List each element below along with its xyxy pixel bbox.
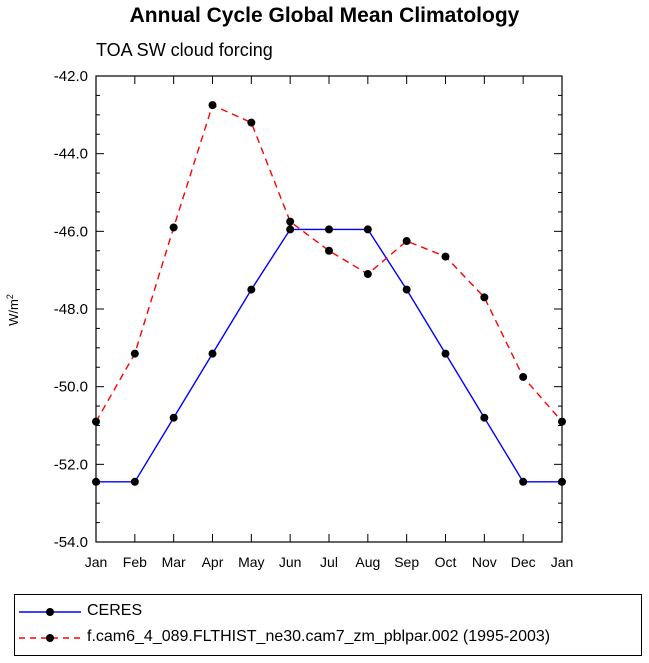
y-tick-label: -48.0 xyxy=(54,301,88,318)
x-tick-label: Dec xyxy=(511,554,536,570)
y-tick-label: -50.0 xyxy=(54,379,88,396)
data-point xyxy=(325,225,333,234)
y-axis-label-unit: W/m xyxy=(6,299,21,326)
data-point xyxy=(92,477,100,486)
y-tick-label: -46.0 xyxy=(54,223,88,240)
x-tick-label: Nov xyxy=(472,554,497,570)
series-line-1 xyxy=(95,104,563,423)
legend-marker-model xyxy=(46,634,54,642)
chart-subtitle: TOA SW cloud forcing xyxy=(96,40,273,60)
x-tick-label: Jan xyxy=(85,554,108,570)
data-point xyxy=(247,118,256,127)
data-point xyxy=(402,237,411,246)
y-tick-label: -54.0 xyxy=(54,534,88,551)
data-point xyxy=(480,413,489,422)
y-tick-label: -44.0 xyxy=(54,146,88,163)
data-point xyxy=(519,372,528,381)
plot-frame xyxy=(95,75,563,543)
legend-swatches xyxy=(19,608,81,642)
data-point xyxy=(519,477,528,486)
data-point xyxy=(169,223,178,232)
y-tick-label: -52.0 xyxy=(54,456,88,473)
data-point xyxy=(130,349,139,358)
data-point xyxy=(363,225,372,234)
series-layer xyxy=(92,101,566,486)
data-point xyxy=(402,285,411,294)
x-tick-label: May xyxy=(238,554,264,570)
data-point xyxy=(169,413,178,422)
data-point xyxy=(286,217,295,226)
plot-axes: -42.0 -44.0 -46.0 -48.0 -50.0 -52.0 -54.0 Jan Fe… xyxy=(54,68,573,570)
legend-label-model: f.cam6_4_089.FLTHIST_ne30.cam7_zm_pblpar… xyxy=(87,628,551,645)
data-point xyxy=(558,417,566,426)
series-line-0 xyxy=(96,228,562,483)
y-axis-label: W/m2 xyxy=(5,294,21,326)
legend-label-ceres: CERES xyxy=(87,602,143,619)
y-tick-label: -42.0 xyxy=(54,68,88,85)
x-tick-label: Oct xyxy=(435,554,457,570)
x-tick-label: Apr xyxy=(202,554,224,570)
data-point xyxy=(92,417,100,426)
data-point xyxy=(208,349,217,358)
data-point xyxy=(325,246,333,255)
legend-marker-ceres xyxy=(46,608,54,616)
x-tick-label: Jul xyxy=(320,554,338,570)
chart-legend: CERES f.cam6_4_089.FLTHIST_ne30.cam7_zm_… xyxy=(14,594,642,656)
data-point xyxy=(208,101,217,110)
x-tick-label: Sep xyxy=(394,554,419,570)
chart-title: Annual Cycle Global Mean Climatology xyxy=(129,4,520,27)
data-point xyxy=(247,285,256,294)
x-tick-label: Feb xyxy=(123,554,147,570)
data-point xyxy=(363,270,372,279)
data-point xyxy=(441,349,450,358)
data-point xyxy=(286,225,295,234)
data-point xyxy=(558,477,566,486)
x-tick-label: Jan xyxy=(551,554,574,570)
data-point xyxy=(130,477,139,486)
x-tick-label: Aug xyxy=(355,554,380,570)
data-point xyxy=(480,293,489,302)
data-point xyxy=(441,252,450,261)
x-tick-label: Mar xyxy=(162,554,186,570)
y-axis-label-exponent: 2 xyxy=(5,294,15,299)
x-tick-label: Jun xyxy=(279,554,302,570)
